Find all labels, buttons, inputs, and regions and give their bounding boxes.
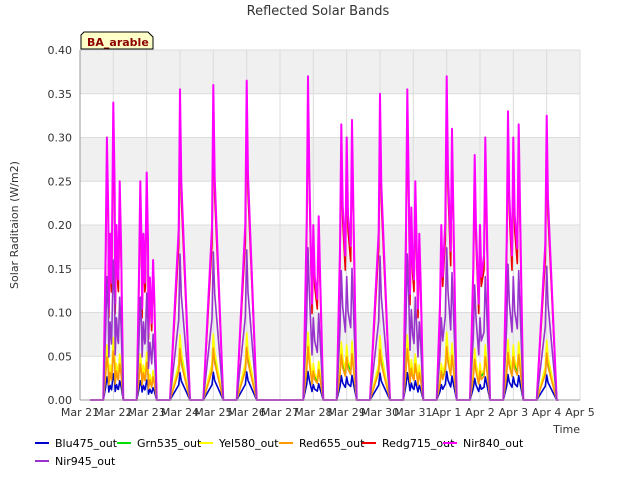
legend-item: Nir840_out [443,437,524,450]
legend-item: Yel580_out [199,437,279,450]
badge-label: BA_arable [87,36,149,49]
series-line-nir840-out [90,75,559,401]
plot-band [80,268,580,313]
x-tick-label: Apr 1 [432,406,462,419]
legend-label: Blu475_out [55,437,118,450]
legend-item: Red655_out [279,437,365,450]
x-axis-label: Time [552,423,580,436]
y-tick-label: 0.00 [48,394,73,407]
y-tick-label: 0.05 [48,350,73,363]
legend-label: Red655_out [299,437,365,450]
plot-band [80,356,580,400]
y-tick-label: 0.30 [48,132,73,145]
plot-band [80,137,580,182]
plot-band [80,312,580,357]
y-tick-label: 0.10 [48,307,73,320]
plot-background [80,50,580,400]
legend-label: Nir840_out [463,437,524,450]
x-tick-label: Mar 27 [261,406,299,419]
x-tick-label: Apr 3 [499,406,529,419]
y-tick-label: 0.40 [48,44,73,57]
x-tick-label: Mar 24 [161,406,199,419]
x-tick-label: Apr 4 [532,406,562,419]
legend-label: Redg715_out [382,437,455,450]
axes [79,50,580,401]
x-tick-label: Mar 21 [61,406,99,419]
y-axis-label: Solar Raditaion (W/m2) [8,161,21,289]
legend-label: Grn535_out [137,437,202,450]
x-tick-label: Mar 23 [128,406,166,419]
y-tick-label: 0.15 [48,263,73,276]
y-tick-label: 0.35 [48,88,73,101]
x-tick-label: Mar 31 [394,406,432,419]
plot-band [80,225,580,269]
chart-title: Reflected Solar Bands [247,4,390,19]
y-tick-label: 0.20 [48,219,73,232]
plot-band [80,181,580,225]
legend-label: Nir945_out [55,455,116,468]
legend: Blu475_out Grn535_out Yel580_out Red655_out… [35,437,524,468]
x-tick-label: Mar 25 [194,406,232,419]
series-line-blu475-out [90,370,559,401]
legend-item: Blu475_out [35,437,118,450]
legend-item: Nir945_out [35,455,116,468]
badge-box [80,31,154,50]
legend-item: Redg715_out [362,437,455,450]
series-layer [90,75,559,401]
series-line-red655-out [90,345,559,401]
plot-band [80,50,580,94]
series-line-nir945-out [90,247,559,401]
badge: BA_arable [80,31,154,50]
legend-label: Yel580_out [218,437,279,450]
x-tick-label: Mar 30 [361,406,399,419]
y-tick-label: 0.25 [48,175,73,188]
x-tick-label: Apr 5 [565,406,595,419]
x-tick-label: Mar 26 [228,406,266,419]
x-tick-label: Mar 22 [94,406,132,419]
x-tick-label: Mar 29 [328,406,366,419]
plot-band [80,93,580,138]
y-tick-labels: 0.00 0.05 0.10 0.15 0.20 0.25 0.30 0.35 0.40 [48,44,73,407]
x-tick-label: Mar 28 [294,406,332,419]
x-tick-label: Apr 2 [465,406,495,419]
legend-item: Grn535_out [117,437,202,450]
